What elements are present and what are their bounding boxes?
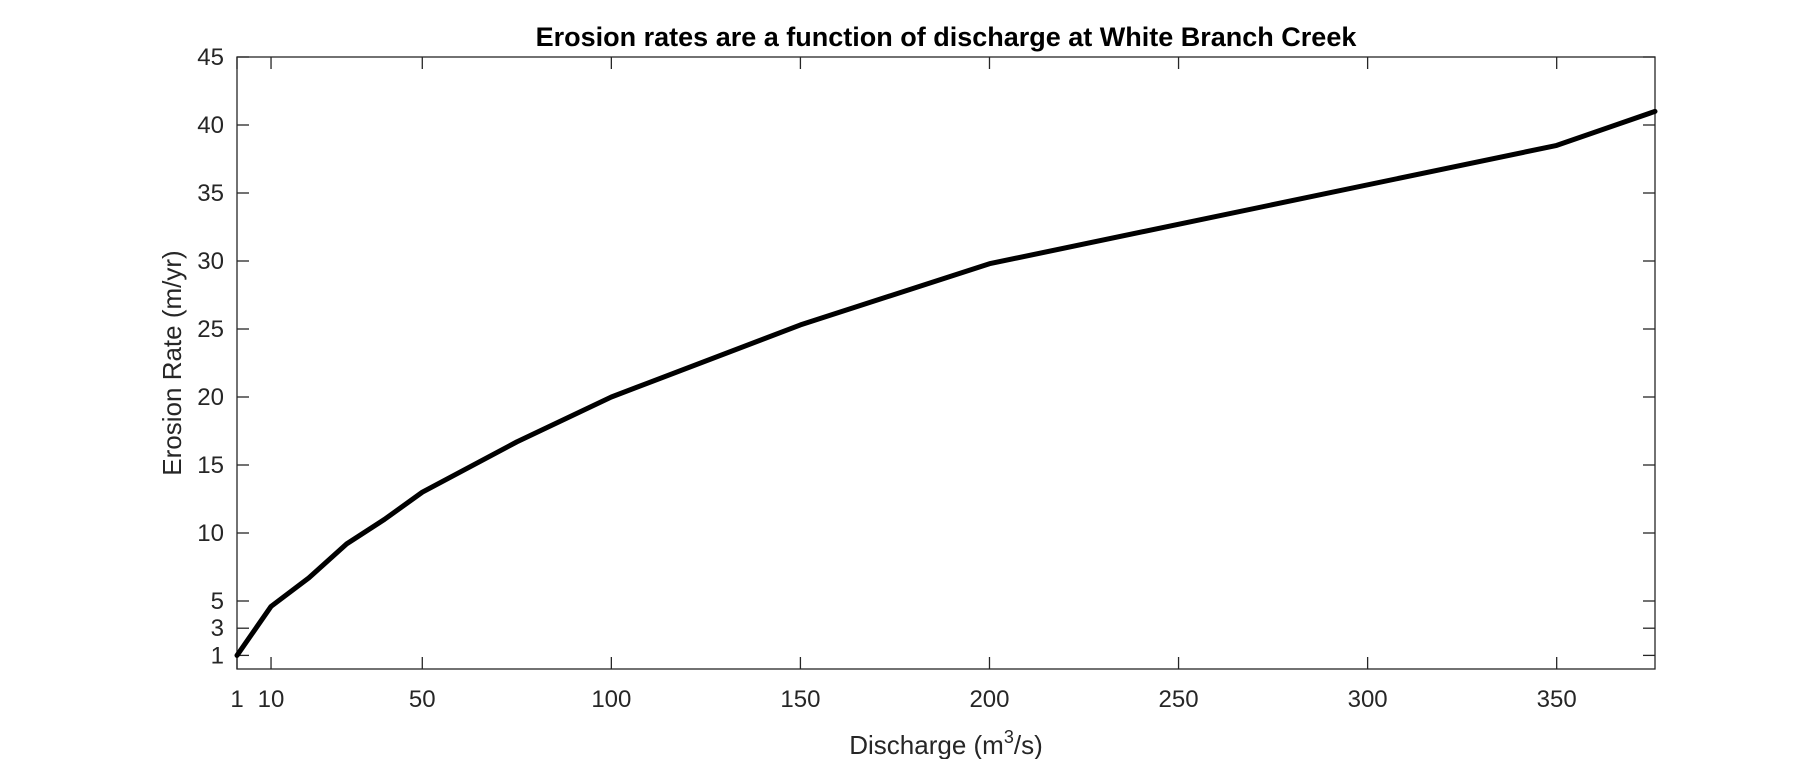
erosion-rate-line: [234, 108, 1658, 658]
x-axis-label-superscript: 3: [1004, 727, 1014, 747]
x-tick-label: 1: [230, 686, 243, 713]
chart-title: Erosion rates are a function of discharg…: [536, 22, 1358, 52]
y-axis-label: Erosion Rate (m/yr): [157, 250, 187, 475]
y-tick-label: 15: [197, 452, 224, 479]
x-tick-label: 150: [780, 686, 820, 713]
x-tick-label: 250: [1159, 686, 1199, 713]
y-tick-label: 3: [211, 615, 224, 642]
y-tick-label: 45: [197, 44, 224, 71]
x-tick-label: 350: [1537, 686, 1577, 713]
x-tick-label: 100: [591, 686, 631, 713]
y-tick-label: 1: [211, 642, 224, 669]
plot-area: [236, 56, 1656, 670]
y-tick-label: 30: [197, 248, 224, 275]
y-tick-label: 10: [197, 520, 224, 547]
y-tick-label: 5: [211, 588, 224, 615]
x-axis-label: Discharge (m3/s): [849, 727, 1043, 759]
y-tick-label: 35: [197, 180, 224, 207]
y-tick-label: 40: [197, 112, 224, 139]
x-tick-label: 50: [409, 686, 436, 713]
x-tick-label: 10: [258, 686, 285, 713]
y-tick-label: 20: [197, 384, 224, 411]
x-tick-label: 300: [1348, 686, 1388, 713]
x-tick-label: 200: [969, 686, 1009, 713]
y-tick-label: 25: [197, 316, 224, 343]
tick-labels: 1 10 50 100 150 200 250 300 35013510152025303540…: [197, 44, 1576, 713]
x-axis-label-suffix: /s): [1014, 730, 1043, 759]
x-axis-label-prefix: Discharge (m: [849, 730, 1004, 759]
ticks: [236, 56, 1655, 669]
